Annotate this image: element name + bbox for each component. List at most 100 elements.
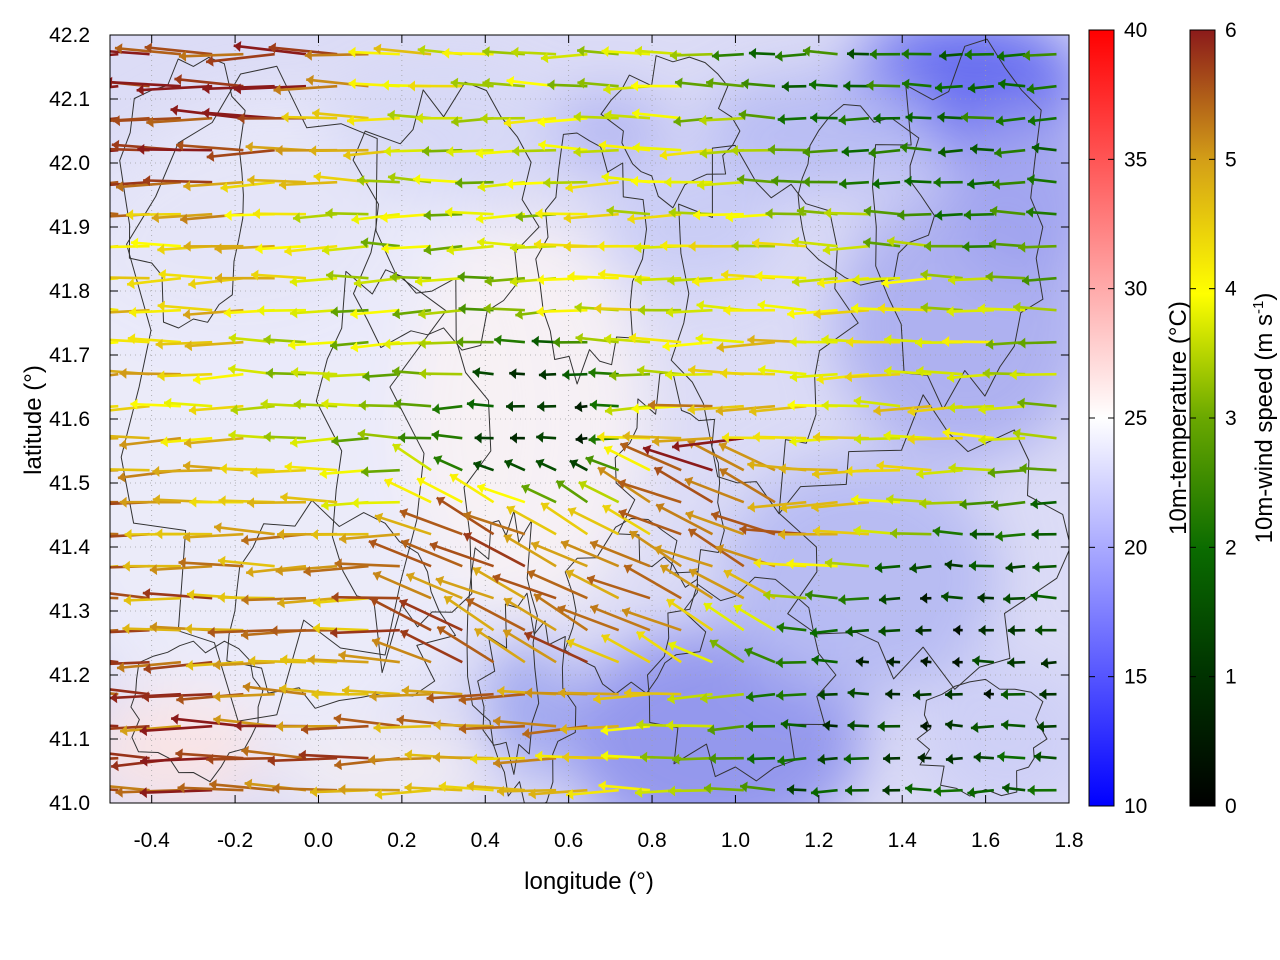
temperature-colorbar-tick-label: 25	[1124, 407, 1147, 430]
wind-vector	[398, 432, 432, 444]
wind-vector	[482, 77, 526, 89]
wind-vector	[968, 560, 994, 572]
wind-vector	[155, 338, 213, 350]
wind-vector	[978, 434, 1026, 446]
wind-vector	[808, 79, 838, 91]
wind-vector	[423, 209, 463, 221]
wind-vector	[967, 82, 995, 94]
wind-vector	[494, 334, 526, 346]
wind-vector	[1007, 657, 1026, 668]
wind-vector	[695, 333, 744, 345]
wind-vector	[838, 114, 870, 126]
wind-vector	[703, 602, 745, 632]
wind-vector	[889, 527, 932, 539]
wind-vector	[351, 497, 400, 509]
x-tick-label: 1.8	[1054, 829, 1083, 852]
wind-vector	[1017, 397, 1057, 409]
wind-vector	[272, 782, 338, 794]
wind-vector	[110, 76, 181, 88]
wind-vector	[157, 300, 213, 312]
wind-vector	[110, 244, 150, 249]
wind-vector	[730, 145, 776, 156]
wind-vector	[872, 178, 901, 190]
wind-vector	[665, 306, 713, 318]
wind-vector	[919, 498, 963, 509]
wind-vector	[331, 591, 400, 603]
wind-vector	[399, 508, 463, 536]
wind-vector	[947, 402, 994, 414]
wind-vector	[1027, 174, 1057, 186]
wind-vector	[523, 631, 588, 664]
wind-vector	[387, 172, 432, 184]
wind-vector	[213, 522, 275, 536]
wind-vector	[255, 243, 307, 255]
wind-vector	[472, 367, 494, 378]
wind-vector	[667, 785, 713, 797]
wind-vector	[140, 755, 213, 767]
contour-line	[916, 678, 1048, 797]
wind-vector	[247, 497, 307, 509]
wind-vector	[578, 480, 620, 504]
wind-vector	[667, 641, 714, 664]
wind-vector	[573, 111, 619, 123]
wind-vector	[119, 724, 182, 737]
wind-vector	[270, 625, 338, 637]
wind-vector	[817, 753, 838, 765]
wind-vector	[969, 528, 994, 540]
wind-vector	[1027, 784, 1057, 796]
wind-vector	[312, 622, 369, 634]
wind-vector	[110, 308, 150, 314]
wind-vector	[543, 177, 588, 189]
wind-vector	[709, 639, 745, 664]
y-tick-label: 42.0	[49, 152, 90, 175]
wind-vector	[947, 274, 994, 286]
wind-vector	[480, 113, 525, 124]
y-axis-ticks: 41.0 41.1 41.2 41.3 41.4 41.5 41.6 41.7 41.8 41.9…	[49, 24, 1069, 815]
wind-vector	[212, 659, 275, 671]
wind-vector	[206, 753, 275, 765]
wind-vector	[932, 526, 963, 537]
wind-vector	[278, 179, 338, 191]
wind-vector	[977, 592, 994, 604]
wind-vector	[777, 755, 807, 767]
wind-vector	[987, 467, 1026, 479]
wind-vector	[559, 723, 619, 735]
wind-vector	[839, 178, 869, 190]
wind-vector	[907, 433, 963, 445]
wind-vector	[110, 752, 150, 760]
wind-vector	[1001, 719, 1026, 731]
wind-vector	[991, 500, 1026, 511]
wind-vector	[476, 483, 526, 504]
wind-vector	[530, 540, 588, 568]
wind-vector	[1007, 624, 1026, 636]
wind-vector	[503, 534, 557, 568]
wind-vector	[823, 207, 869, 219]
wind-vector	[263, 431, 307, 443]
wind-vector	[738, 109, 776, 121]
wind-vector	[687, 404, 744, 415]
wind-vector	[897, 209, 932, 221]
wind-vector	[1018, 241, 1057, 253]
wind-vector	[972, 655, 995, 667]
wind-vector	[822, 720, 838, 732]
wind-vector	[426, 692, 494, 704]
wind-vector	[183, 180, 244, 192]
wind-vector	[598, 140, 651, 152]
wind-vector	[432, 403, 463, 415]
wind-vector	[338, 784, 400, 796]
wind-vector	[843, 80, 869, 92]
wind-vector	[361, 466, 400, 478]
wind-vector	[924, 240, 963, 252]
wind-vector	[213, 691, 275, 703]
temperature-blob	[720, 459, 1001, 699]
wind-vector	[456, 336, 494, 348]
wind-vector	[960, 111, 994, 123]
wind-vector	[586, 574, 651, 600]
wind-vector	[736, 174, 776, 186]
wind-vector	[659, 564, 714, 600]
contour-line	[130, 640, 264, 783]
wind-vector	[777, 113, 807, 125]
wind-vector	[442, 47, 494, 59]
wind-vector	[207, 626, 275, 638]
